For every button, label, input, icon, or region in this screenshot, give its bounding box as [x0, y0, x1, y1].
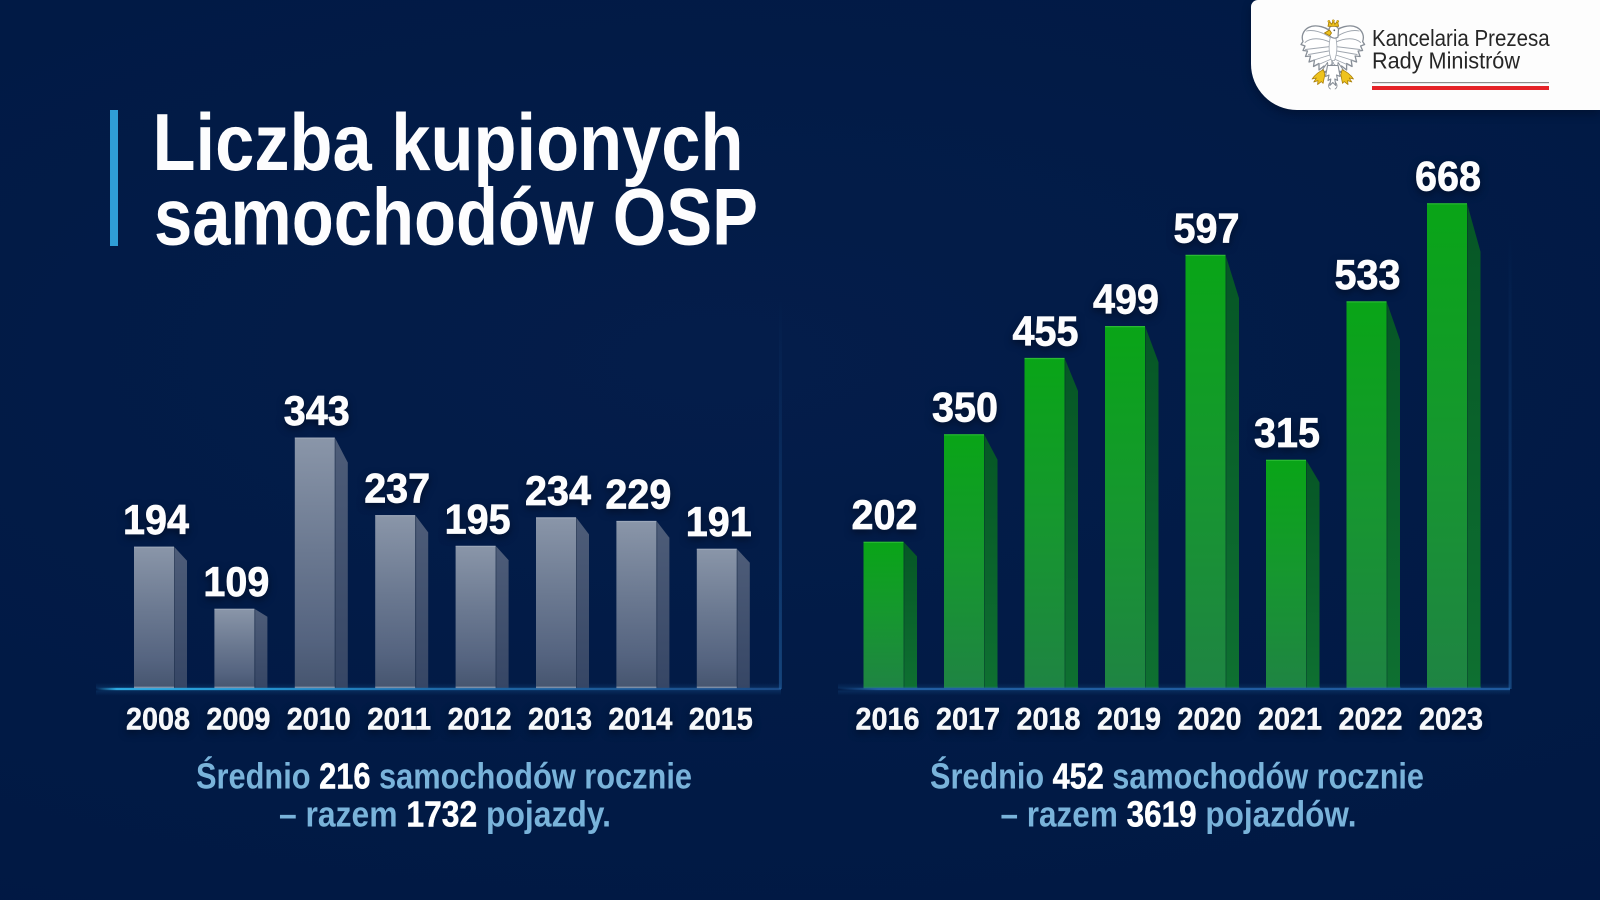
svg-text:2013: 2013 [528, 701, 592, 737]
svg-text:350: 350 [932, 384, 998, 431]
svg-text:109: 109 [203, 558, 269, 605]
svg-text:Liczba kupionych: Liczba kupionych [153, 98, 744, 188]
svg-text:191: 191 [686, 498, 752, 545]
svg-text:2017: 2017 [936, 701, 1000, 737]
svg-text:– razem 3619 pojazdów.: – razem 3619 pojazdów. [1001, 794, 1357, 835]
svg-text:2023: 2023 [1419, 701, 1483, 737]
svg-text:2014: 2014 [608, 701, 672, 737]
svg-text:343: 343 [284, 387, 350, 434]
svg-text:2022: 2022 [1339, 701, 1403, 737]
svg-text:194: 194 [123, 496, 189, 543]
svg-text:2019: 2019 [1097, 701, 1161, 737]
svg-text:2020: 2020 [1178, 701, 1242, 737]
svg-text:2016: 2016 [856, 701, 920, 737]
svg-text:Średnio 216 samochodów rocznie: Średnio 216 samochodów rocznie [196, 755, 692, 797]
svg-text:2011: 2011 [367, 701, 431, 737]
svg-text:2009: 2009 [206, 701, 270, 737]
svg-text:Rady Ministrów: Rady Ministrów [1372, 47, 1520, 73]
svg-text:315: 315 [1254, 409, 1320, 456]
svg-text:597: 597 [1174, 204, 1240, 251]
svg-text:533: 533 [1335, 251, 1401, 298]
svg-text:237: 237 [364, 465, 430, 512]
svg-text:– razem 1732 pojazdy.: – razem 1732 pojazdy. [279, 794, 611, 835]
svg-text:2021: 2021 [1258, 701, 1322, 737]
svg-text:2018: 2018 [1017, 701, 1081, 737]
svg-text:2012: 2012 [448, 701, 512, 737]
svg-text:229: 229 [605, 470, 671, 517]
svg-text:2015: 2015 [689, 701, 753, 737]
svg-text:Kancelaria Prezesa: Kancelaria Prezesa [1372, 25, 1550, 51]
svg-text:455: 455 [1013, 307, 1079, 354]
svg-text:2010: 2010 [287, 701, 351, 737]
svg-text:499: 499 [1093, 276, 1159, 323]
svg-text:234: 234 [525, 467, 591, 514]
svg-text:195: 195 [445, 495, 511, 542]
svg-text:202: 202 [852, 491, 918, 538]
svg-text:668: 668 [1415, 153, 1481, 200]
svg-text:samochodów OSP: samochodów OSP [154, 173, 758, 263]
svg-text:2008: 2008 [126, 701, 190, 737]
svg-text:Średnio 452 samochodów rocznie: Średnio 452 samochodów rocznie [930, 755, 1424, 797]
